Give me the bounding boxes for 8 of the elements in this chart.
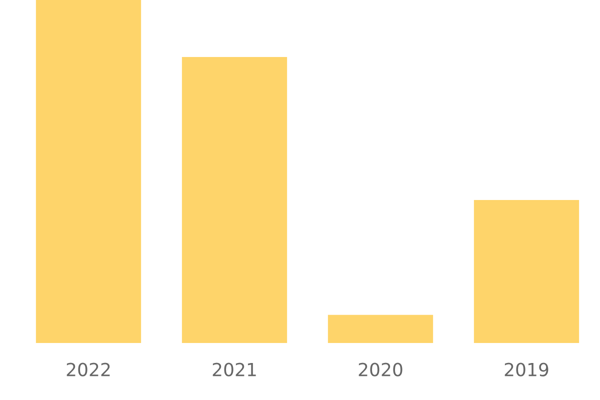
bar — [474, 200, 580, 343]
x-tick-label: 2019 — [504, 362, 548, 376]
bar — [328, 314, 434, 343]
bar — [36, 0, 142, 343]
x-tick-label: 2021 — [212, 362, 256, 376]
x-tick-label: 2022 — [66, 362, 110, 376]
bar — [182, 56, 288, 343]
x-tick-label: 2020 — [358, 362, 402, 376]
